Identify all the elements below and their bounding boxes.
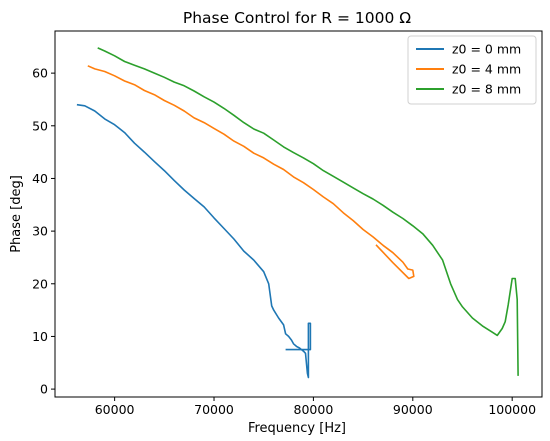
y-axis-label: Phase [deg]	[9, 175, 24, 253]
x-axis-label: Frequency [Hz]	[248, 421, 346, 436]
y-tick-label: 20	[32, 276, 48, 291]
y-tick-label: 10	[32, 329, 48, 344]
series-line-1	[87, 65, 415, 280]
chart-title: Phase Control for R = 1000 Ω	[183, 9, 411, 27]
x-tick-label: 60000	[95, 402, 135, 417]
y-tick-label: 30	[32, 224, 48, 239]
series-line-2	[97, 47, 519, 376]
x-tick-label: 70000	[194, 402, 234, 417]
x-tick-label: 90000	[393, 402, 433, 417]
legend-box	[407, 35, 537, 105]
y-tick-label: 50	[32, 118, 48, 133]
x-tick-label: 100000	[488, 402, 536, 417]
legend-label-1: z0 = 4 mm	[452, 62, 521, 77]
y-tick-label: 0	[40, 382, 48, 397]
plot-area	[54, 30, 543, 398]
x-tick-label: 80000	[294, 402, 334, 417]
series-layer	[76, 47, 519, 379]
legend-label-0: z0 = 0 mm	[452, 42, 521, 57]
y-tick-label: 60	[32, 66, 48, 81]
series-line-0	[76, 103, 312, 379]
axis-ticks: 60000 70000 80000 90000 100000 0 10 20 30 40 50 60	[32, 66, 536, 417]
legend: z0 = 0 mm z0 = 4 mm z0 = 8 mm	[407, 35, 537, 105]
y-tick-label: 40	[32, 171, 48, 186]
legend-label-2: z0 = 8 mm	[452, 82, 521, 97]
